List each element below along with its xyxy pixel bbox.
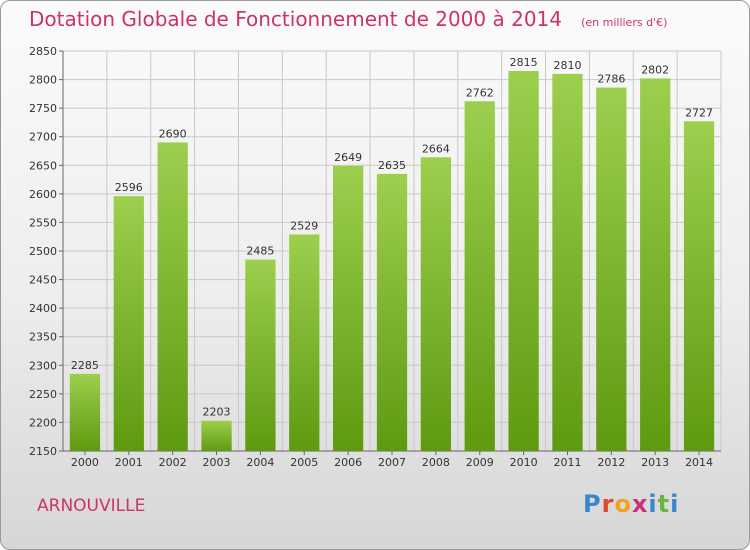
bar-value-label: 2664 <box>422 142 450 155</box>
bar <box>289 234 320 451</box>
y-tick-labels: 2150 2200 2250 2300 2350 2400 2450 2500 2550 2600… <box>29 45 57 458</box>
y-tick-label: 2550 <box>29 216 57 229</box>
y-tick-label: 2800 <box>29 74 57 87</box>
x-tick-label: 2011 <box>553 456 581 469</box>
bar <box>157 142 188 451</box>
bar <box>201 420 232 451</box>
bar <box>596 87 627 452</box>
logo-letter: o <box>614 490 632 518</box>
y-tick-label: 2450 <box>29 274 57 287</box>
x-tick-label: 2002 <box>159 456 187 469</box>
x-tick-label: 2001 <box>115 456 143 469</box>
y-tick-label: 2350 <box>29 331 57 344</box>
commune-name: ARNOUVILLE <box>37 496 146 516</box>
x-tick-label: 2003 <box>203 456 231 469</box>
logo-letter: P <box>583 490 602 518</box>
bar-value-label: 2596 <box>115 181 143 194</box>
bar-value-label: 2762 <box>466 86 494 99</box>
y-tick-label: 2200 <box>29 416 57 429</box>
y-tick-label: 2300 <box>29 359 57 372</box>
bar <box>69 373 101 451</box>
bar-value-label: 2649 <box>334 151 362 164</box>
bar-value-label: 2203 <box>203 406 231 419</box>
bar <box>245 259 276 451</box>
x-tick-label: 2005 <box>290 456 318 469</box>
y-tick-label: 2650 <box>29 159 57 172</box>
bar <box>508 71 539 451</box>
x-tick-label: 2009 <box>466 456 494 469</box>
bar <box>640 78 671 451</box>
bar-value-label: 2529 <box>290 219 318 232</box>
y-tick-label: 2400 <box>29 302 57 315</box>
logo-letter: t <box>657 490 671 518</box>
x-tick-label: 2004 <box>246 456 274 469</box>
bar-value-label: 2786 <box>597 73 625 86</box>
y-tick-label: 2700 <box>29 131 57 144</box>
x-tick-label: 2008 <box>422 456 450 469</box>
x-tick-label: 2006 <box>334 456 362 469</box>
logo-letter: r <box>601 490 615 518</box>
bar <box>552 73 583 451</box>
bars <box>69 71 715 452</box>
x-tick-labels: 2000 2001 2002 2003 2004 2005 2006 2007 2008 2009… <box>71 456 713 469</box>
y-tick-label: 2750 <box>29 102 57 115</box>
bar-value-label: 2810 <box>553 59 581 72</box>
logo-letter: x <box>631 490 649 518</box>
y-tick-label: 2250 <box>29 388 57 401</box>
x-tick-label: 2007 <box>378 456 406 469</box>
y-tick-label: 2600 <box>29 188 57 201</box>
bar-value-label: 2285 <box>71 359 99 372</box>
bar-value-label: 2727 <box>685 106 713 119</box>
title-row: Dotation Globale de Fonctionnement de 20… <box>29 7 667 31</box>
bar-value-label: 2635 <box>378 159 406 172</box>
x-tick-label: 2013 <box>641 456 669 469</box>
bar <box>332 165 364 451</box>
chart-unit: (en milliers d'€) <box>581 16 668 29</box>
bar-value-label: 2815 <box>510 56 538 69</box>
x-tick-label: 2012 <box>597 456 625 469</box>
bar <box>113 196 144 451</box>
logo-letter: i <box>670 490 680 518</box>
x-tick-label: 2000 <box>71 456 99 469</box>
logo-letter: i <box>648 490 658 518</box>
bar-value-label: 2802 <box>641 63 669 76</box>
chart-title: Dotation Globale de Fonctionnement de 20… <box>29 7 562 31</box>
x-tick-label: 2010 <box>510 456 538 469</box>
y-tick-label: 2850 <box>29 45 57 58</box>
bar-value-labels: 2285 2596 2690 2203 2485 2529 2649 2635 2664 2762… <box>71 56 713 419</box>
y-tick-label: 2150 <box>29 445 57 458</box>
y-tick-label: 2500 <box>29 245 57 258</box>
bar-value-label: 2690 <box>159 127 187 140</box>
x-tick-label: 2014 <box>685 456 713 469</box>
bar <box>683 121 715 452</box>
bar <box>420 157 452 452</box>
bar <box>464 101 495 452</box>
bar <box>376 173 408 451</box>
proxiti-logo: Proxiti <box>583 490 679 518</box>
bar-value-label: 2485 <box>246 245 274 258</box>
